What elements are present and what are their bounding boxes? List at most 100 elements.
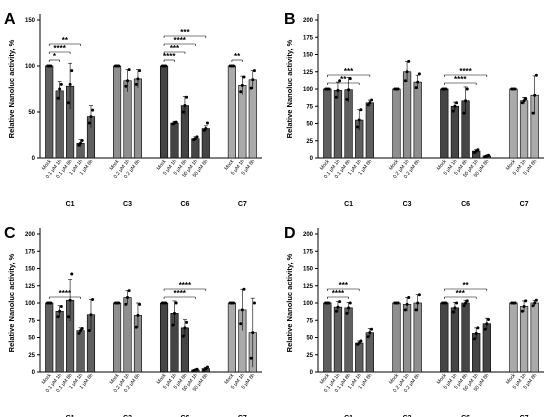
significance-label: **** xyxy=(454,75,467,84)
data-point xyxy=(327,301,331,305)
data-point xyxy=(396,87,400,91)
significance-label: **** xyxy=(53,44,66,53)
data-point xyxy=(89,313,93,317)
data-point xyxy=(347,88,351,92)
data-point xyxy=(403,79,407,83)
significance-label: ** xyxy=(462,281,469,290)
data-point xyxy=(416,80,420,84)
data-point xyxy=(462,111,466,115)
data-point xyxy=(205,121,209,125)
data-point xyxy=(127,289,131,293)
bar xyxy=(365,332,374,373)
significance-label: ** xyxy=(62,36,69,45)
y-tick-label: 0 xyxy=(310,370,314,376)
bar xyxy=(333,90,343,159)
data-point xyxy=(232,64,236,68)
data-point xyxy=(183,326,187,330)
significance-label: *** xyxy=(456,289,466,298)
data-point xyxy=(56,96,60,100)
data-point xyxy=(405,302,409,306)
data-point xyxy=(336,305,340,309)
data-point xyxy=(476,326,480,330)
data-point xyxy=(49,301,53,305)
data-point xyxy=(252,301,256,305)
data-point xyxy=(183,104,187,108)
group-label: C6 xyxy=(461,415,470,417)
y-tick-label: 175 xyxy=(25,249,36,255)
data-point xyxy=(251,331,255,335)
data-point xyxy=(89,115,93,119)
panel-letter: D xyxy=(284,225,296,242)
data-point xyxy=(366,335,370,339)
data-point xyxy=(181,110,185,114)
group-label: C3 xyxy=(403,415,412,417)
data-point xyxy=(370,327,374,331)
significance-label: *** xyxy=(180,28,190,37)
group-label: C1 xyxy=(344,415,353,417)
data-point xyxy=(185,95,189,99)
data-point xyxy=(473,337,477,341)
data-point xyxy=(465,299,469,303)
group-label: C7 xyxy=(238,201,247,208)
data-point xyxy=(195,367,199,371)
data-point xyxy=(136,313,140,317)
data-point xyxy=(171,323,175,327)
group-label: C7 xyxy=(520,201,529,208)
group-label: C3 xyxy=(123,415,132,417)
significance-label: **** xyxy=(459,67,472,76)
bar xyxy=(191,138,200,159)
data-point xyxy=(359,339,363,343)
data-point xyxy=(59,304,63,308)
data-point xyxy=(87,121,91,125)
significance-label: ** xyxy=(340,75,347,84)
bar xyxy=(323,302,332,373)
y-tick-label: 125 xyxy=(303,284,314,290)
data-point xyxy=(474,331,478,335)
data-point xyxy=(80,327,84,331)
data-point xyxy=(174,301,178,305)
data-point xyxy=(164,301,168,305)
data-point xyxy=(533,93,537,97)
bar xyxy=(45,302,54,373)
data-point xyxy=(455,301,459,305)
data-point xyxy=(338,300,342,304)
y-tick-label: 75 xyxy=(306,104,313,110)
data-point xyxy=(117,64,121,68)
significance-label: **** xyxy=(173,36,186,45)
bar xyxy=(509,302,518,373)
bar xyxy=(440,88,449,159)
data-point xyxy=(345,97,349,101)
data-point xyxy=(522,304,526,308)
data-point xyxy=(451,109,455,113)
y-tick-label: 100 xyxy=(303,301,314,307)
y-tick-label: 50 xyxy=(306,122,313,128)
data-point xyxy=(70,272,74,276)
data-point xyxy=(407,59,411,63)
bar xyxy=(159,302,169,373)
data-point xyxy=(195,135,199,139)
group-label: C1 xyxy=(66,201,75,208)
y-tick-label: 75 xyxy=(28,318,35,324)
data-point xyxy=(524,97,528,101)
data-point xyxy=(240,308,244,312)
data-point xyxy=(91,298,95,302)
significance-label: **** xyxy=(332,289,345,298)
y-tick-label: 25 xyxy=(28,353,35,359)
data-point xyxy=(87,329,91,333)
data-point xyxy=(327,87,331,91)
data-point xyxy=(80,139,84,143)
data-point xyxy=(522,99,526,103)
data-point xyxy=(134,82,138,86)
data-point xyxy=(533,301,537,305)
y-tick-label: 200 xyxy=(303,232,314,238)
significance-label: * xyxy=(53,52,57,61)
data-point xyxy=(59,82,63,86)
significance-label: *** xyxy=(339,281,349,290)
bar xyxy=(123,80,132,159)
data-point xyxy=(487,153,491,157)
y-tick-label: 100 xyxy=(303,87,314,93)
group-label: C6 xyxy=(180,201,189,208)
bar xyxy=(323,88,332,159)
panel-B: B 0 25 50 75 100 125 150 175 200 Relative Nanoluc … xyxy=(284,11,544,208)
data-point xyxy=(414,86,418,90)
